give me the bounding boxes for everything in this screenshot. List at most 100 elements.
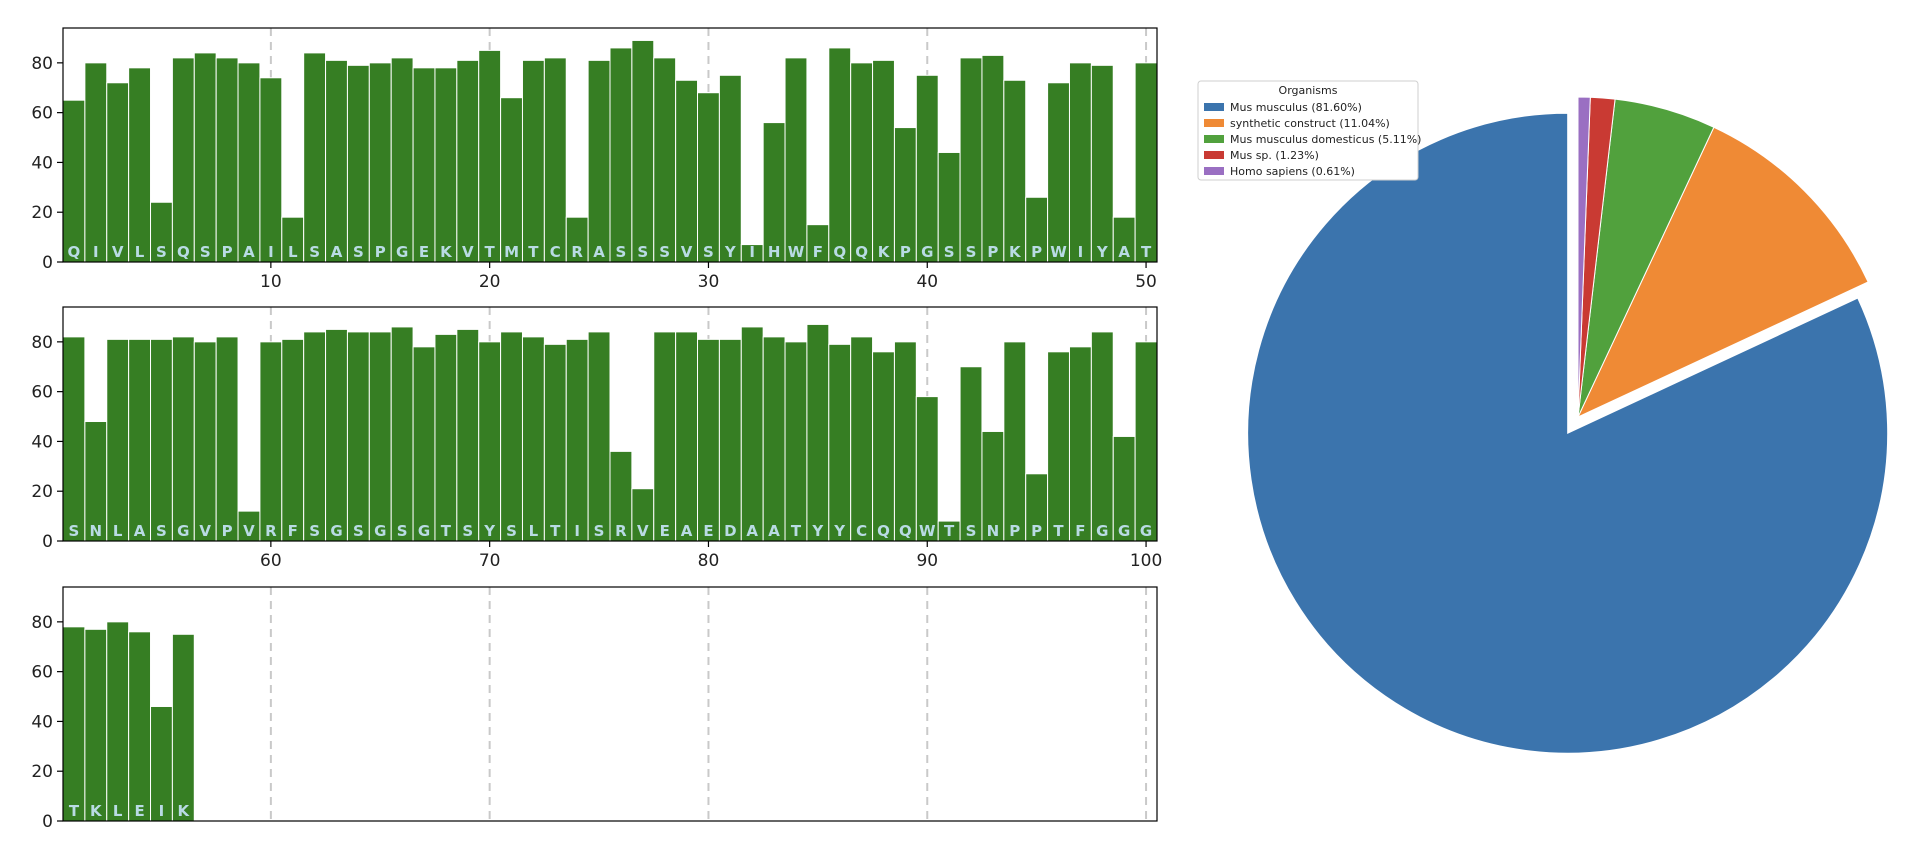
legend-swatch [1204, 135, 1224, 143]
bar-residue-10 [259, 77, 283, 263]
residue-label: W [1050, 243, 1067, 261]
residue-label: Y [483, 522, 496, 540]
residue-label: F [813, 243, 823, 261]
y-tick-label: 60 [31, 104, 53, 124]
residue-label: L [135, 243, 145, 261]
residue-label: A [593, 243, 605, 261]
bar-residue-84 [784, 341, 808, 542]
bar-residue-65 [368, 331, 392, 542]
residue-label: V [199, 522, 211, 540]
bar-residue-78 [653, 331, 677, 542]
bar-residue-22 [521, 59, 545, 263]
y-tick-label: 20 [31, 482, 53, 502]
residue-label: A [134, 522, 146, 540]
residue-label: Q [68, 243, 81, 261]
bar-residue-30 [697, 92, 720, 263]
bar-residue-51 [62, 336, 86, 542]
residue-label: N [90, 522, 103, 540]
residue-label: G [1140, 522, 1152, 540]
residue-label: E [703, 522, 713, 540]
bar-residue-75 [587, 331, 611, 542]
x-tick-label: 90 [916, 551, 938, 571]
residue-label: P [1031, 522, 1042, 540]
residue-label: P [987, 243, 998, 261]
residue-label: K [90, 802, 103, 820]
bar-residue-15 [368, 62, 392, 263]
residue-label: V [243, 522, 255, 540]
residue-label: T [69, 802, 80, 820]
legend-swatch [1204, 103, 1224, 111]
bar-residue-43 [981, 54, 1005, 263]
axes-frame [62, 586, 1158, 822]
residue-label: A [768, 522, 780, 540]
y-tick-label: 40 [31, 153, 53, 173]
residue-label: T [550, 522, 561, 540]
bar-residue-36 [828, 47, 852, 263]
bar-residue-21 [500, 97, 523, 263]
residue-label: C [550, 243, 561, 261]
bar-residue-64 [346, 331, 370, 542]
bar-residue-46 [1047, 82, 1070, 263]
residue-label: I [1078, 243, 1084, 261]
residue-label: S [156, 522, 167, 540]
axes-frame [62, 306, 1158, 542]
residue-label: I [574, 522, 580, 540]
bar-residue-87 [850, 336, 874, 542]
residue-label: Q [833, 243, 846, 261]
legend-entry: Mus sp. (1.23%) [1230, 149, 1319, 162]
residue-label: L [288, 243, 298, 261]
residue-label: W [788, 243, 805, 261]
bar-residue-58 [215, 336, 239, 542]
residue-label: S [353, 243, 364, 261]
bar-residue-20 [478, 49, 502, 263]
residue-label: G [330, 522, 342, 540]
bar-residue-40 [915, 74, 939, 263]
legend-swatch [1204, 151, 1224, 159]
residue-label: S [966, 522, 977, 540]
legend-entry: synthetic construct (11.04%) [1230, 117, 1390, 130]
pie-slice-1 [1247, 112, 1889, 754]
bar-residue-62 [303, 331, 327, 542]
residue-label: S [944, 243, 955, 261]
residue-label: C [856, 522, 867, 540]
residue-label: I [749, 243, 755, 261]
bar-residue-50 [1134, 62, 1158, 263]
residue-label: G [921, 243, 933, 261]
bar-residue-98 [1090, 331, 1114, 542]
legend-box [1197, 80, 1419, 181]
bar-residue-63 [325, 328, 348, 542]
bar-residue-47 [1068, 62, 1092, 263]
bar-residue-96 [1047, 351, 1070, 542]
bar-residue-82 [740, 326, 764, 542]
pie-slice-2 [1576, 126, 1869, 419]
bar-residue-3 [106, 82, 130, 263]
residue-label: Y [1096, 243, 1109, 261]
bar-residue-67 [412, 346, 436, 542]
residue-label: P [1031, 243, 1042, 261]
bar-residue-13 [325, 59, 348, 263]
residue-label: V [681, 243, 693, 261]
bar-residue-97 [1068, 346, 1092, 542]
y-tick-label: 80 [31, 613, 53, 633]
x-tick-label: 20 [479, 272, 501, 292]
legend-entry: Mus musculus domesticus (5.11%) [1230, 133, 1421, 146]
residue-label: P [1009, 522, 1020, 540]
residue-label: S [703, 243, 714, 261]
residue-label: S [659, 243, 670, 261]
residue-label: T [791, 522, 802, 540]
bar-residue-73 [543, 343, 567, 542]
residue-label: T [944, 522, 955, 540]
bar-residue-103 [106, 621, 130, 822]
x-tick-label: 70 [479, 551, 501, 571]
bar-residue-54 [128, 338, 152, 542]
bar-residue-74 [565, 338, 589, 542]
bar-residue-39 [893, 127, 917, 263]
residue-label: P [222, 522, 233, 540]
residue-label: K [1009, 243, 1022, 261]
bar-residue-61 [281, 338, 305, 542]
residue-label: R [615, 522, 627, 540]
x-tick-label: 30 [698, 272, 720, 292]
organism-pie-chart [1247, 96, 1889, 754]
residue-label: P [375, 243, 386, 261]
bar-residue-8 [215, 57, 239, 263]
